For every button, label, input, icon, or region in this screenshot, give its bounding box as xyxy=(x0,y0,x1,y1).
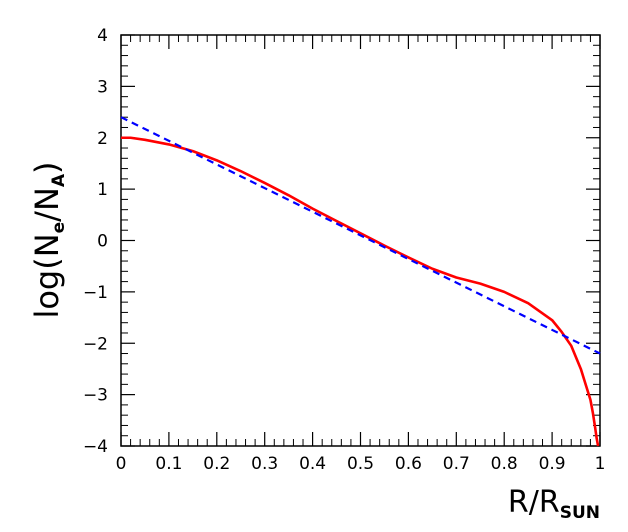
y-tick-label: 2 xyxy=(97,129,108,149)
x-tick-label: 0.8 xyxy=(491,454,518,474)
x-axis-title-sub: SUN xyxy=(560,503,600,523)
plot-frame xyxy=(120,34,601,447)
x-tick-label: 0.7 xyxy=(443,454,470,474)
y-tick-label: −2 xyxy=(83,334,108,354)
x-tick-label: 0.4 xyxy=(299,454,326,474)
y-tick-label: 4 xyxy=(97,26,108,46)
x-tick-label: 0.5 xyxy=(347,454,374,474)
y-tick-label: −1 xyxy=(83,283,108,303)
y-axis-title-prefix: log(N xyxy=(28,233,66,318)
x-axis-tick-labels: 0 0.1 0.2 0.3 0.4 0.5 0.6 0.7 0.8 0.9 1 xyxy=(116,454,606,474)
x-axis-title-main: R/R xyxy=(508,485,560,520)
y-axis-ticks xyxy=(121,34,600,447)
x-tick-label: 0.2 xyxy=(203,454,230,474)
x-axis-title: R/RSUN xyxy=(508,485,600,523)
y-axis-title-suffix: ) xyxy=(28,161,66,173)
x-tick-label: 0.1 xyxy=(155,454,182,474)
y-tick-label: 0 xyxy=(97,232,108,252)
solid-profile-line xyxy=(121,136,600,447)
series-layer xyxy=(120,116,601,447)
y-tick-label: −4 xyxy=(83,437,108,457)
y-tick-label: 3 xyxy=(97,77,108,97)
y-axis-tick-labels: −4 −3 −2 −1 0 1 2 3 4 xyxy=(83,26,108,457)
y-tick-label: 1 xyxy=(97,180,108,200)
x-tick-label: 1 xyxy=(595,454,606,474)
x-tick-label: 0.9 xyxy=(539,454,566,474)
x-tick-label: 0.6 xyxy=(395,454,422,474)
y-axis-title-sub-e: e xyxy=(49,222,69,234)
dashed-fit-line xyxy=(120,116,601,355)
x-axis-ticks xyxy=(120,35,601,446)
y-axis-title: log(Ne/NA) xyxy=(28,161,69,318)
y-tick-label: −3 xyxy=(83,386,108,406)
y-axis-title-mid: /N xyxy=(28,187,66,222)
y-axis-title-sub-a: A xyxy=(49,173,69,187)
x-tick-label: 0 xyxy=(116,454,127,474)
x-tick-label: 0.3 xyxy=(251,454,278,474)
